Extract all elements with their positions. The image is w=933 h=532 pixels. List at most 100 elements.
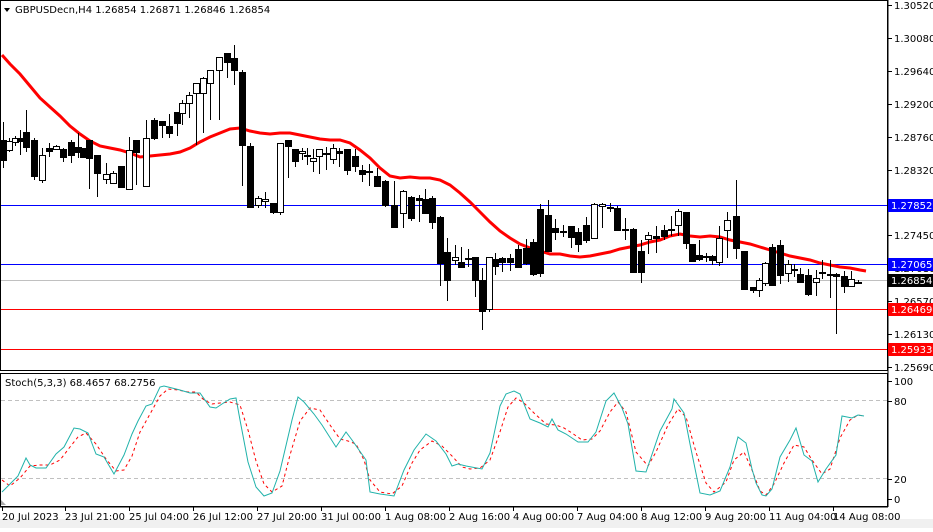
candle: [733, 180, 740, 259]
candles: [0, 45, 862, 334]
candle: [344, 149, 351, 175]
price-pane-frame: [0, 0, 888, 371]
candle: [537, 204, 544, 277]
price-tag: [888, 274, 933, 287]
candle: [552, 219, 559, 240]
price-tick-label: 1.30520: [894, 1, 933, 12]
candle: [696, 240, 703, 261]
candle: [515, 245, 522, 268]
time-tick-label: 2 Aug 16:00: [449, 512, 510, 523]
candle: [530, 239, 537, 276]
candle: [523, 239, 530, 265]
time-tick-label: 4 Aug 00:00: [513, 512, 574, 523]
stoch-level-label: 0: [894, 495, 900, 506]
candle: [709, 255, 716, 265]
candle: [791, 264, 798, 277]
candle: [352, 149, 359, 172]
candle: [400, 190, 407, 228]
candle: [231, 45, 238, 85]
candle: [458, 247, 465, 268]
candle: [575, 228, 582, 252]
candle: [486, 257, 493, 312]
candle: [422, 189, 429, 214]
candle: [638, 240, 645, 283]
stoch-level-label: 100: [894, 377, 913, 388]
price-tick-label: 1.28320: [894, 166, 933, 177]
candle: [366, 164, 373, 186]
candle: [316, 149, 323, 174]
candle: [126, 137, 133, 190]
candle: [599, 203, 606, 228]
candle: [545, 200, 552, 252]
candle: [46, 143, 53, 157]
candle: [374, 168, 381, 187]
candle: [507, 254, 514, 271]
price-tick-label: 1.26570: [894, 297, 933, 308]
time-tick-label: 25 Jul 04:00: [129, 512, 189, 523]
candle: [239, 70, 246, 186]
price-tag: [888, 303, 933, 316]
time-tick-label: 11 Aug 04:00: [769, 512, 836, 523]
candle: [270, 203, 277, 214]
candle: [499, 257, 506, 272]
candle: [675, 209, 682, 236]
candle: [813, 270, 820, 296]
price-tag-label: 1.27852: [891, 201, 932, 212]
price-tag: [888, 258, 933, 271]
candle: [653, 226, 660, 253]
candle: [472, 257, 479, 297]
candle: [110, 171, 117, 184]
candle: [716, 226, 723, 266]
candle: [492, 253, 499, 275]
candle: [159, 121, 166, 138]
candle: [166, 114, 173, 138]
price-tick-label: 1.26130: [894, 330, 933, 341]
price-tick-label: 1.28760: [894, 133, 933, 144]
dropdown-triangle-icon[interactable]: [4, 8, 10, 12]
price-tick-label: 1.30080: [894, 34, 933, 45]
candle: [452, 245, 459, 265]
time-tick-label: 31 Jul 00:00: [321, 512, 381, 523]
candle: [741, 251, 748, 290]
candle: [391, 181, 398, 228]
price-tick-label: 1.25690: [894, 363, 933, 374]
candle: [841, 271, 848, 293]
candle: [777, 240, 784, 284]
candle: [133, 140, 140, 185]
candle: [39, 148, 46, 183]
candle: [819, 260, 826, 279]
candle: [118, 166, 125, 188]
price-axis[interactable]: 1.30520 1.30080 1.29640 1.29200 1.28760 1.283…: [888, 1, 933, 374]
candle: [568, 226, 575, 248]
candle: [31, 138, 38, 180]
time-tick-label: 8 Aug 12:00: [641, 512, 702, 523]
candle: [408, 196, 415, 221]
candle: [429, 196, 436, 229]
time-tick-label: 23 Jul 21:00: [65, 512, 125, 523]
stoch-main-line: [1, 385, 865, 497]
candle: [224, 53, 231, 78]
candle: [444, 238, 451, 301]
price-tick-label: 1.27450: [894, 231, 933, 242]
candle: [560, 225, 567, 237]
indicator-pane-frame: [0, 373, 888, 507]
candle: [465, 249, 472, 267]
candle: [292, 149, 299, 167]
candle: [94, 155, 101, 197]
candle: [86, 140, 93, 189]
candle: [855, 280, 862, 284]
candle: [151, 118, 158, 140]
candle: [60, 148, 67, 162]
candle: [607, 203, 614, 212]
price-tag: [888, 199, 933, 212]
candle: [661, 225, 668, 240]
time-axis[interactable]: 20 Jul 2023 23 Jul 21:00 25 Jul 04:00 26 Ju…: [2, 507, 900, 523]
time-tick-label: 20 Jul 2023: [2, 512, 59, 523]
candle: [583, 217, 590, 243]
price-tag-label: 1.25933: [891, 345, 932, 356]
scroll-shift-icon[interactable]: [1, 500, 6, 505]
candle: [207, 70, 214, 120]
candle: [645, 232, 652, 254]
